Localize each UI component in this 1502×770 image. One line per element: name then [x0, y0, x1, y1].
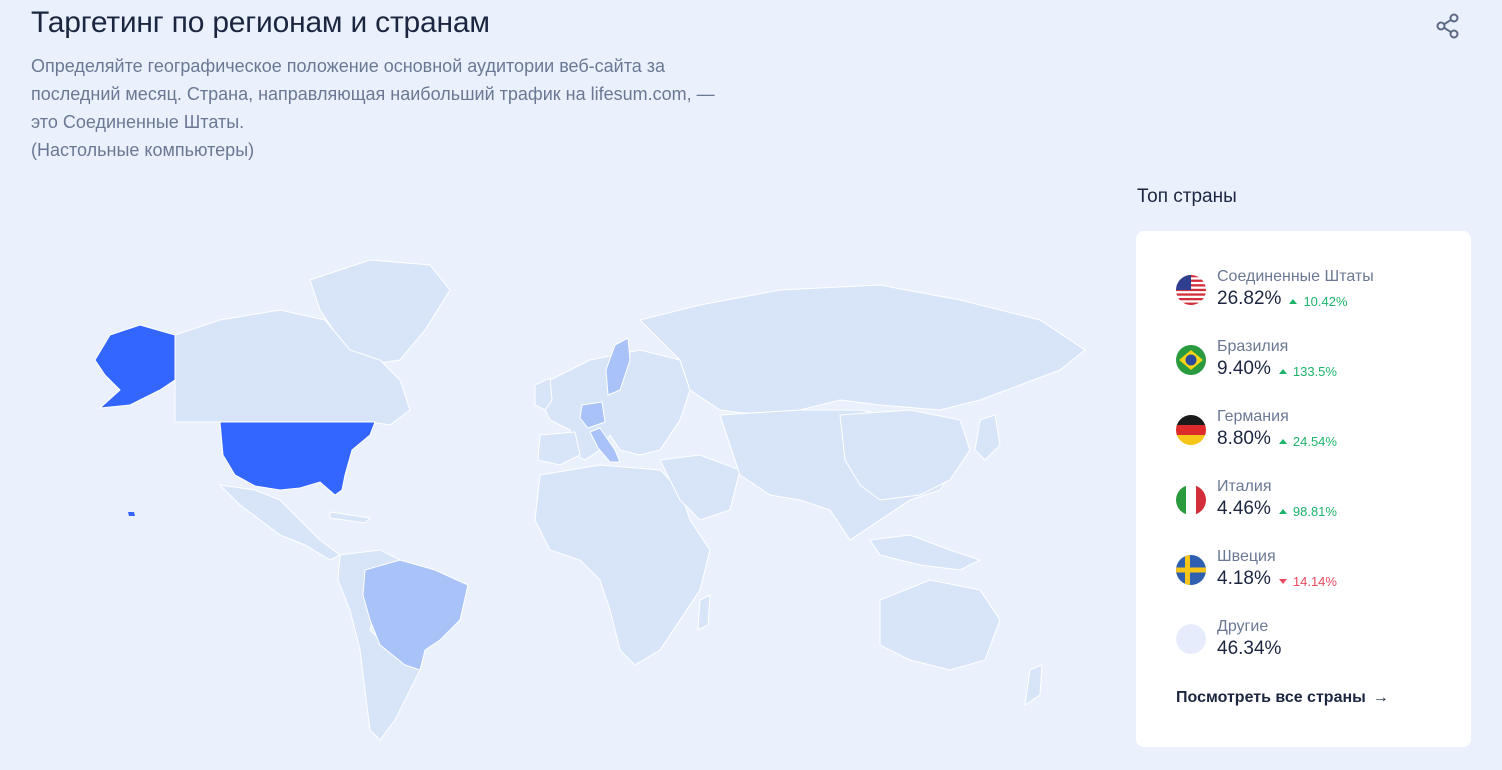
arrow-up-icon — [1278, 509, 1287, 514]
map-region-middle-east[interactable] — [659, 454, 741, 521]
brazil-flag-icon — [1176, 345, 1206, 376]
country-share: 4.46% — [1217, 498, 1271, 519]
description-line: (Настольные компьютеры) — [31, 140, 255, 160]
germany-flag-icon — [1176, 415, 1206, 446]
share-button[interactable] — [1432, 10, 1464, 42]
map-region-southeast-asia[interactable] — [869, 534, 982, 571]
country-row-usa[interactable]: Соединенные Штаты 26.82% 10.42% — [1176, 267, 1374, 314]
map-region-iberia[interactable] — [537, 431, 581, 466]
country-change-value: 133.5% — [1292, 363, 1337, 379]
arrow-up-icon — [1278, 369, 1287, 374]
map-region-australia[interactable] — [879, 579, 1001, 671]
country-share: 26.82% — [1217, 288, 1282, 309]
page-description: Определяйте географическое положение осн… — [31, 52, 811, 164]
country-name: Италия — [1217, 478, 1272, 495]
map-region-japan[interactable] — [974, 414, 1001, 461]
map-region-new-zealand[interactable] — [1024, 664, 1043, 707]
country-change-value: 24.54% — [1292, 433, 1337, 449]
map-region-caribbean[interactable] — [329, 511, 372, 524]
map-region-europe[interactable] — [539, 349, 691, 461]
others-circle-icon — [1176, 624, 1206, 654]
country-row-sweden[interactable]: Швеция 4.18% 14.14% — [1176, 547, 1337, 594]
map-region-sweden[interactable] — [605, 337, 631, 396]
country-row-others[interactable]: Другие 46.34% — [1176, 617, 1281, 661]
description-line: Определяйте географическое положение осн… — [31, 56, 666, 76]
map-region-hawaii[interactable] — [128, 512, 135, 516]
top-countries-card: Соединенные Штаты 26.82% 10.42% Бразилия… — [1136, 231, 1471, 747]
see-all-countries-label: Посмотреть все страны — [1176, 689, 1366, 706]
country-change: 98.81% — [1278, 500, 1337, 524]
country-change: 24.54% — [1278, 430, 1337, 454]
share-icon — [1436, 13, 1459, 39]
italy-flag-icon — [1176, 485, 1206, 516]
map-region-russia[interactable] — [639, 284, 1086, 416]
country-change: 133.5% — [1278, 360, 1337, 384]
country-row-germany[interactable]: Германия 8.80% 24.54% — [1176, 407, 1337, 454]
country-name: Бразилия — [1217, 338, 1289, 355]
map-region-alaska[interactable] — [94, 324, 176, 409]
country-row-italy[interactable]: Италия 4.46% 98.81% — [1176, 477, 1337, 524]
country-row-brazil[interactable]: Бразилия 9.40% 133.5% — [1176, 337, 1337, 384]
country-name: Германия — [1217, 408, 1289, 425]
country-name: Швеция — [1217, 548, 1276, 565]
map-region-greenland[interactable] — [309, 259, 451, 366]
country-change-value: 14.14% — [1292, 573, 1337, 589]
map-region-madagascar[interactable] — [697, 594, 711, 631]
country-share: 4.18% — [1217, 568, 1271, 589]
map-region-mexico[interactable] — [218, 484, 341, 561]
country-change-value: 10.42% — [1303, 293, 1348, 309]
see-all-countries-link[interactable]: Посмотреть все страны → — [1176, 689, 1389, 707]
map-region-china[interactable] — [839, 409, 971, 501]
page-title: Таргетинг по регионам и странам — [31, 6, 490, 39]
top-countries-label: Топ страны — [1137, 186, 1237, 207]
country-name: Соединенные Штаты — [1217, 268, 1374, 285]
map-region-germany[interactable] — [579, 401, 606, 429]
arrow-up-icon — [1289, 299, 1298, 304]
map-region-brazil[interactable] — [362, 559, 469, 671]
arrow-right-icon: → — [1372, 689, 1389, 706]
country-change-value: 98.81% — [1292, 503, 1337, 519]
country-share: 8.80% — [1217, 428, 1271, 449]
country-share: 46.34% — [1217, 638, 1282, 659]
map-region-italy[interactable] — [589, 427, 621, 463]
sweden-flag-icon — [1176, 555, 1206, 586]
country-share: 9.40% — [1217, 358, 1271, 379]
us-flag-icon — [1176, 275, 1206, 306]
world-map — [94, 259, 1086, 741]
description-line: это Соединенные Штаты. — [31, 112, 245, 132]
country-change: 14.14% — [1278, 570, 1337, 594]
arrow-up-icon — [1278, 439, 1287, 444]
map-region-usa[interactable] — [219, 421, 376, 496]
map-region-uk[interactable] — [534, 377, 553, 411]
description-line: последний месяц. Страна, направляющая на… — [31, 84, 715, 104]
arrow-down-icon — [1278, 579, 1287, 584]
country-name: Другие — [1217, 618, 1269, 635]
country-change: 10.42% — [1289, 290, 1348, 314]
